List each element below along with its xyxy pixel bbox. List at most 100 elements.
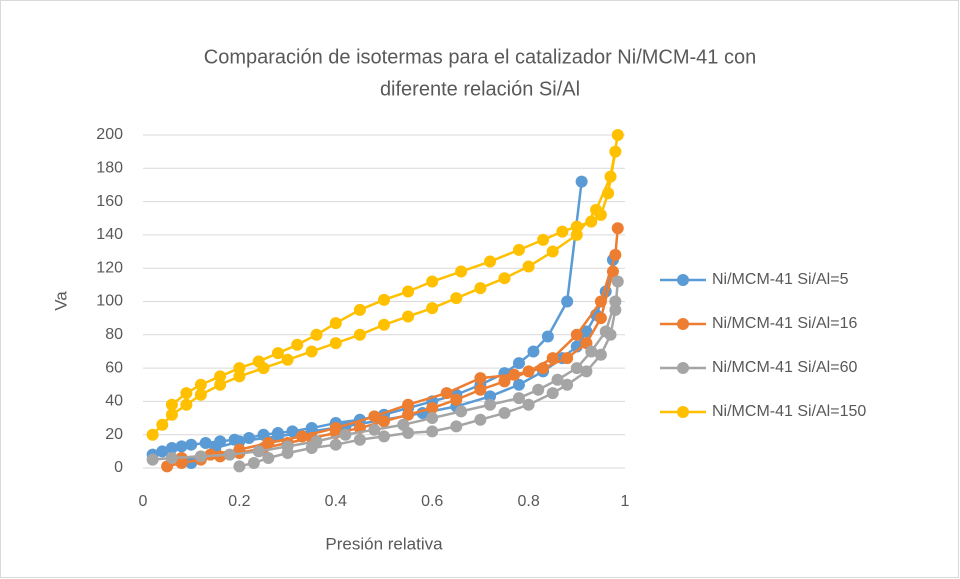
y-tick-label: 60 — [105, 359, 123, 376]
data-point — [609, 248, 622, 261]
data-point — [291, 338, 304, 351]
data-point — [602, 187, 615, 200]
data-point — [599, 325, 612, 338]
legend-marker — [677, 406, 689, 418]
legend-marker — [677, 318, 689, 330]
data-point — [426, 412, 439, 425]
data-point — [522, 260, 535, 273]
data-point — [378, 430, 390, 443]
x-tick-label: 0.2 — [228, 493, 250, 510]
data-point — [512, 243, 525, 256]
data-point — [180, 398, 193, 411]
data-point — [556, 225, 569, 238]
data-point — [353, 303, 366, 316]
data-point — [474, 372, 487, 385]
y-tick-label: 140 — [96, 226, 123, 243]
data-point — [243, 432, 256, 445]
data-point — [180, 387, 193, 400]
data-point — [512, 392, 525, 405]
data-point — [570, 362, 583, 375]
data-point — [233, 370, 246, 383]
data-point — [262, 437, 275, 450]
data-point — [580, 325, 593, 338]
data-point — [498, 407, 511, 420]
data-point — [426, 275, 439, 288]
chart-title: Comparación de isotermas para el cataliz… — [204, 46, 756, 68]
data-point — [175, 440, 188, 453]
data-point — [570, 328, 583, 341]
data-point — [570, 220, 583, 233]
data-point — [546, 352, 559, 365]
data-point — [527, 345, 540, 358]
y-tick-label: 40 — [105, 393, 123, 410]
data-point — [233, 362, 246, 375]
data-point — [353, 433, 366, 446]
data-point — [426, 302, 439, 315]
x-tick-label: 0.6 — [421, 493, 443, 510]
data-point — [426, 425, 439, 438]
data-point — [537, 362, 550, 375]
data-point — [402, 285, 415, 298]
legend-label: Ni/MCM-41 Si/Al=150 — [712, 403, 866, 420]
x-tick-label: 0.4 — [325, 493, 347, 510]
data-point — [609, 295, 622, 308]
data-point — [541, 330, 554, 343]
data-point — [233, 460, 246, 473]
data-point — [546, 245, 559, 258]
data-point — [368, 410, 381, 423]
data-point — [594, 208, 607, 221]
data-point — [353, 328, 366, 341]
data-point — [402, 398, 415, 411]
data-point — [286, 425, 299, 438]
x-axis-label: Presión relativa — [325, 534, 443, 553]
y-tick-label: 80 — [105, 326, 123, 343]
data-point — [281, 353, 294, 366]
data-point — [214, 370, 227, 383]
data-point — [146, 428, 159, 441]
data-point — [498, 272, 511, 285]
data-point — [146, 453, 159, 466]
data-point — [194, 388, 207, 401]
data-point — [185, 438, 198, 451]
data-point — [561, 295, 574, 308]
data-point — [508, 368, 521, 381]
data-point — [474, 282, 487, 295]
data-point — [611, 129, 624, 141]
data-point — [498, 375, 511, 388]
data-point — [310, 328, 323, 341]
data-point — [199, 437, 212, 450]
data-point — [378, 318, 390, 331]
data-point — [611, 275, 624, 288]
data-point — [252, 445, 265, 458]
data-point — [310, 435, 323, 448]
legend-marker — [677, 362, 689, 374]
data-point — [378, 293, 390, 306]
data-point — [450, 292, 463, 305]
data-point — [594, 312, 607, 325]
legend-label: Ni/MCM-41 Si/Al=5 — [712, 271, 849, 288]
data-point — [609, 145, 622, 158]
x-tick-label: 0.8 — [517, 493, 539, 510]
data-point — [484, 390, 497, 403]
plot-area — [146, 129, 624, 473]
data-point — [296, 430, 309, 443]
data-point — [611, 222, 624, 235]
data-point — [233, 435, 246, 448]
data-point — [223, 448, 236, 461]
data-point — [532, 383, 545, 396]
data-point — [194, 378, 207, 391]
data-point — [329, 317, 342, 330]
y-axis-label: Va — [51, 291, 70, 311]
data-point — [551, 373, 564, 386]
y-tick-label: 20 — [105, 426, 123, 443]
data-point — [165, 398, 178, 411]
data-point — [585, 215, 598, 228]
y-tick-label: 100 — [96, 293, 123, 310]
data-point — [594, 295, 607, 308]
data-point — [156, 418, 169, 431]
y-tick-label: 160 — [96, 193, 123, 210]
data-point — [580, 365, 593, 378]
data-point — [426, 402, 439, 415]
data-point — [378, 415, 390, 428]
data-point — [522, 365, 535, 378]
